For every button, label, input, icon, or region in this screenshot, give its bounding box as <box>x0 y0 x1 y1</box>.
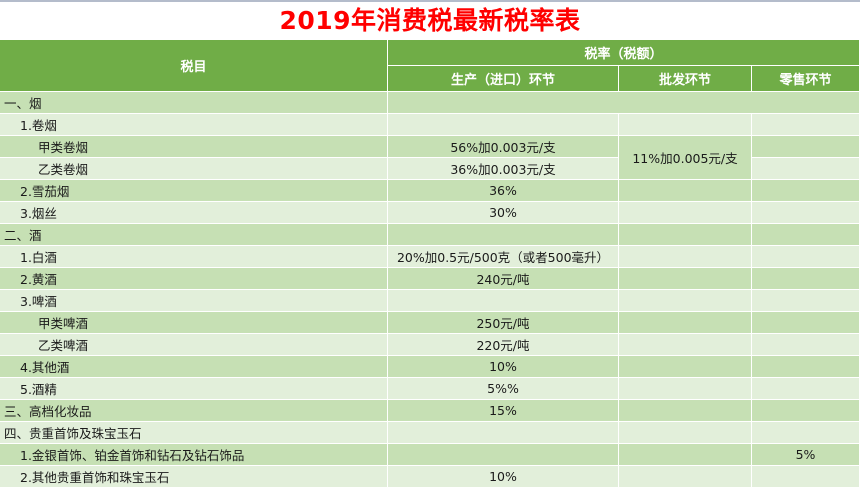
table-cell-retail[interactable] <box>752 290 860 312</box>
table-cell-retail[interactable] <box>752 422 860 444</box>
table-cell-production[interactable] <box>388 224 619 246</box>
table-row-item[interactable]: 1.白酒 <box>0 246 388 268</box>
table-cell-production[interactable]: 36% <box>388 180 619 202</box>
table-cell-production[interactable]: 36%加0.003元/支 <box>388 158 619 180</box>
table-cell-wholesale[interactable] <box>619 224 752 246</box>
table-cell-retail[interactable] <box>752 158 860 180</box>
table-row-item[interactable]: 乙类啤酒 <box>0 334 388 356</box>
table-cell-wholesale[interactable] <box>619 356 752 378</box>
table-cell-production[interactable] <box>388 422 619 444</box>
table-row-item[interactable]: 4.其他酒 <box>0 356 388 378</box>
page-title: 2019年消费税最新税率表 <box>279 6 581 35</box>
table-cell-production[interactable] <box>388 114 619 136</box>
table-cell-wholesale[interactable] <box>619 268 752 290</box>
table-cell-wholesale[interactable] <box>619 444 752 466</box>
table-row-item[interactable]: 甲类卷烟 <box>0 136 388 158</box>
table-cell-production[interactable]: 20%加0.5元/500克（或者500毫升） <box>388 246 619 268</box>
table-cell-retail[interactable] <box>752 224 860 246</box>
table-row-item[interactable]: 5.酒精 <box>0 378 388 400</box>
table-cell-wholesale[interactable] <box>619 114 752 136</box>
table-cell-retail[interactable] <box>752 114 860 136</box>
table-row-item[interactable]: 甲类啤酒 <box>0 312 388 334</box>
table-cell-retail[interactable] <box>752 180 860 202</box>
table-cell-production[interactable]: 240元/吨 <box>388 268 619 290</box>
table-cell-retail[interactable] <box>752 268 860 290</box>
table-cell-wholesale[interactable] <box>619 334 752 356</box>
table-cell-retail[interactable] <box>752 136 860 158</box>
table-row-item[interactable]: 2.黄酒 <box>0 268 388 290</box>
table-cell-wholesale[interactable] <box>619 312 752 334</box>
header-production: 生产（进口）环节 <box>388 66 619 92</box>
table-cell-retail[interactable]: 5% <box>752 444 860 466</box>
table-cell-wholesale[interactable] <box>619 400 752 422</box>
table-row-item[interactable]: 乙类卷烟 <box>0 158 388 180</box>
table-cell-rate[interactable] <box>388 92 860 114</box>
table-row-item[interactable]: 三、高档化妆品 <box>0 400 388 422</box>
header-retail: 零售环节 <box>752 66 860 92</box>
table-row-item[interactable]: 二、酒 <box>0 224 388 246</box>
table-row-item[interactable]: 1.卷烟 <box>0 114 388 136</box>
table-row-item[interactable]: 2.其他贵重首饰和珠宝玉石 <box>0 466 388 488</box>
table-cell-production[interactable]: 220元/吨 <box>388 334 619 356</box>
table-cell-production[interactable]: 30% <box>388 202 619 224</box>
table-cell-wholesale-merged[interactable]: 11%加0.005元/支 <box>619 136 752 180</box>
table-cell-wholesale[interactable] <box>619 290 752 312</box>
table-cell-retail[interactable] <box>752 400 860 422</box>
table-cell-production[interactable] <box>388 444 619 466</box>
table-cell-production[interactable]: 56%加0.003元/支 <box>388 136 619 158</box>
table-row-item[interactable]: 2.雪茄烟 <box>0 180 388 202</box>
table-row-item[interactable]: 3.啤酒 <box>0 290 388 312</box>
table-row-item[interactable]: 3.烟丝 <box>0 202 388 224</box>
table-cell-retail[interactable] <box>752 202 860 224</box>
table-cell-production[interactable]: 250元/吨 <box>388 312 619 334</box>
table-cell-retail[interactable] <box>752 378 860 400</box>
table-row-item[interactable]: 1.金银首饰、铂金首饰和钻石及钻石饰品 <box>0 444 388 466</box>
table-cell-wholesale[interactable] <box>619 378 752 400</box>
table-row-item[interactable]: 一、烟 <box>0 92 388 114</box>
table-cell-wholesale[interactable] <box>619 422 752 444</box>
header-wholesale: 批发环节 <box>619 66 752 92</box>
table-cell-wholesale[interactable] <box>619 202 752 224</box>
table-row-item[interactable]: 四、贵重首饰及珠宝玉石 <box>0 422 388 444</box>
table-cell-wholesale[interactable] <box>619 180 752 202</box>
sheet-top-border <box>0 0 860 2</box>
table-cell-retail[interactable] <box>752 246 860 268</box>
table-cell-retail[interactable] <box>752 312 860 334</box>
header-rate-group: 税率（税额） <box>388 40 860 66</box>
table-cell-retail[interactable] <box>752 356 860 378</box>
header-item: 税目 <box>0 40 388 92</box>
table-cell-wholesale[interactable] <box>619 246 752 268</box>
table-cell-production[interactable]: 10% <box>388 356 619 378</box>
table-cell-production[interactable]: 15% <box>388 400 619 422</box>
table-cell-retail[interactable] <box>752 334 860 356</box>
table-cell-production[interactable] <box>388 290 619 312</box>
table-cell-production[interactable]: 5%% <box>388 378 619 400</box>
